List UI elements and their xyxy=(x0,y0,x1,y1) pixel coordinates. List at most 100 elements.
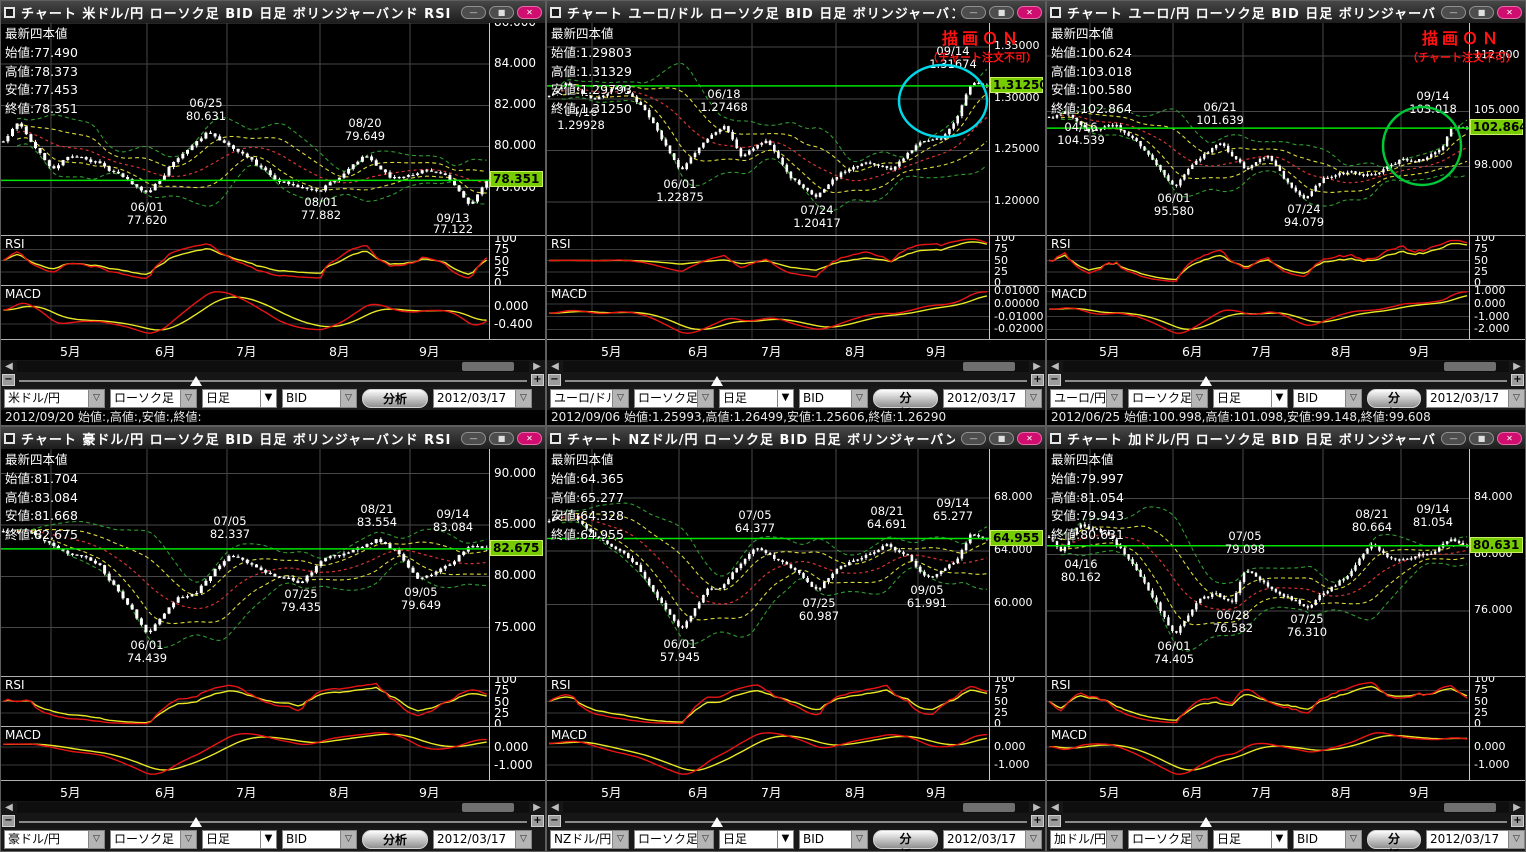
chevron-down-icon[interactable]: ▽ xyxy=(697,389,714,408)
bid-ask-select[interactable]: BID ▽ xyxy=(282,830,357,849)
zoom-slider[interactable]: − + xyxy=(1047,814,1525,828)
zoom-slider[interactable]: − + xyxy=(1,814,545,828)
maximize-button[interactable]: ■ xyxy=(989,431,1014,445)
bid-ask-select[interactable]: BID ▽ xyxy=(282,389,357,408)
minimize-button[interactable]: — xyxy=(1441,5,1466,19)
date-select[interactable]: 2012/03/17 ▽ xyxy=(433,389,533,408)
candlestick-chart[interactable]: 07/05 82.337 08/21 83.554 09/14 83.084 07/25 79… xyxy=(1,449,489,676)
zoom-in-button[interactable]: + xyxy=(1031,374,1044,386)
candlestick-chart[interactable]: 07/05 64.377 08/21 64.691 09/14 65.277 07/25 60… xyxy=(547,449,989,676)
slider-thumb[interactable] xyxy=(710,375,723,386)
pair-select[interactable]: 豪ドル/円 ▽ xyxy=(4,830,105,849)
chevron-down-icon[interactable]: ▽ xyxy=(1025,389,1042,408)
slider-track[interactable] xyxy=(17,374,529,387)
chart-style-select[interactable]: ローソク足 ▽ xyxy=(1128,389,1208,408)
zoom-out-button[interactable]: − xyxy=(2,374,15,386)
chevron-down-icon[interactable]: ▽ xyxy=(180,389,197,408)
scroll-left-arrow[interactable]: ◀ xyxy=(5,802,13,813)
bid-ask-select[interactable]: BID ▽ xyxy=(1293,830,1362,849)
chevron-down-icon[interactable]: ▼ xyxy=(1271,389,1288,408)
maximize-button[interactable]: ■ xyxy=(989,5,1014,19)
chevron-down-icon[interactable]: ▽ xyxy=(1025,830,1042,849)
chevron-down-icon[interactable]: ▽ xyxy=(515,389,533,408)
scroll-thumb[interactable] xyxy=(461,803,514,812)
minimize-button[interactable]: — xyxy=(461,431,486,445)
slider-track[interactable] xyxy=(1063,815,1509,828)
scroll-left-arrow[interactable]: ◀ xyxy=(1051,361,1059,372)
candlestick-chart[interactable]: 04/16 80.162 07/05 79.098 08/21 80.664 09/14 81… xyxy=(1047,449,1469,676)
scroll-left-arrow[interactable]: ◀ xyxy=(551,802,559,813)
zoom-slider[interactable]: − + xyxy=(547,373,1045,387)
chart-scrollbar[interactable]: ◀ ▶ xyxy=(1047,358,1525,373)
chevron-down-icon[interactable]: ▽ xyxy=(851,830,868,849)
chart-scrollbar[interactable]: ◀ ▶ xyxy=(1,358,545,373)
chevron-down-icon[interactable]: ▼ xyxy=(1271,830,1288,849)
period-select[interactable]: 日足 ▼ xyxy=(1213,389,1288,408)
window-titlebar[interactable]: チャート ユーロ/ドル ローソク足 BID 日足 ボリンジャーバンド RSI M… xyxy=(547,1,1045,23)
window-titlebar[interactable]: チャート 豪ドル/円 ローソク足 BID 日足 ボリンジャーバンド RSI MA… xyxy=(1,427,545,449)
scroll-left-arrow[interactable]: ◀ xyxy=(551,361,559,372)
close-button[interactable]: ✕ xyxy=(1017,5,1042,19)
chart-scrollbar[interactable]: ◀ ▶ xyxy=(1,799,545,814)
zoom-in-button[interactable]: + xyxy=(1511,374,1524,386)
date-select[interactable]: 2012/03/17 ▽ xyxy=(433,830,533,849)
analyze-button[interactable]: 分析 xyxy=(873,389,938,421)
chart-scrollbar[interactable]: ◀ ▶ xyxy=(547,799,1045,814)
scroll-right-arrow[interactable]: ▶ xyxy=(1033,802,1041,813)
maximize-button[interactable]: ■ xyxy=(489,431,514,445)
chart-scrollbar[interactable]: ◀ ▶ xyxy=(1047,799,1525,814)
date-select[interactable]: 2012/03/17 ▽ xyxy=(1426,389,1525,408)
chevron-down-icon[interactable]: ▽ xyxy=(1345,830,1362,849)
pair-select[interactable]: 米ドル/円 ▽ xyxy=(4,389,105,408)
zoom-in-button[interactable]: + xyxy=(1031,815,1044,827)
maximize-button[interactable]: ■ xyxy=(1469,5,1494,19)
date-select[interactable]: 2012/03/17 ▽ xyxy=(1426,830,1525,849)
analyze-button[interactable]: 分析 xyxy=(1367,389,1422,421)
maximize-button[interactable]: ■ xyxy=(1469,431,1494,445)
chevron-down-icon[interactable]: ▽ xyxy=(1106,830,1123,849)
slider-thumb[interactable] xyxy=(710,816,723,827)
chevron-down-icon[interactable]: ▽ xyxy=(88,389,105,408)
chart-style-select[interactable]: ローソク足 ▽ xyxy=(1128,830,1208,849)
scroll-thumb[interactable] xyxy=(461,362,514,371)
chevron-down-icon[interactable]: ▽ xyxy=(1106,389,1123,408)
chevron-down-icon[interactable]: ▽ xyxy=(340,830,357,849)
period-select[interactable]: 日足 ▼ xyxy=(202,830,277,849)
close-button[interactable]: ✕ xyxy=(1497,5,1522,19)
scroll-right-arrow[interactable]: ▶ xyxy=(1513,802,1521,813)
candlestick-chart[interactable]: 04/16 104.539 06/21 101.639 06/01 95.580 07/24… xyxy=(1047,23,1469,235)
analyze-button[interactable]: 分析 xyxy=(362,830,429,849)
scroll-track[interactable] xyxy=(17,802,529,813)
scroll-right-arrow[interactable]: ▶ xyxy=(533,361,541,372)
chart-style-select[interactable]: ローソク足 ▽ xyxy=(110,830,197,849)
period-select[interactable]: 日足 ▼ xyxy=(1213,830,1288,849)
close-button[interactable]: ✕ xyxy=(1497,431,1522,445)
chevron-down-icon[interactable]: ▽ xyxy=(1191,389,1208,408)
zoom-out-button[interactable]: − xyxy=(548,815,561,827)
close-button[interactable]: ✕ xyxy=(1017,431,1042,445)
chart-style-select[interactable]: ローソク足 ▽ xyxy=(634,389,714,408)
chart-style-select[interactable]: ローソク足 ▽ xyxy=(110,389,197,408)
maximize-button[interactable]: ■ xyxy=(489,5,514,19)
minimize-button[interactable]: — xyxy=(1441,431,1466,445)
chevron-down-icon[interactable]: ▽ xyxy=(851,389,868,408)
chevron-down-icon[interactable]: ▽ xyxy=(1345,389,1362,408)
candlestick-chart[interactable]: 06/25 80.631 08/20 79.649 06/01 77.620 08/01 77… xyxy=(1,23,489,235)
chevron-down-icon[interactable]: ▽ xyxy=(180,830,197,849)
scroll-right-arrow[interactable]: ▶ xyxy=(1033,361,1041,372)
pair-select[interactable]: ユーロ/ドル ▽ xyxy=(550,389,629,408)
scroll-track[interactable] xyxy=(563,802,1029,813)
analyze-button[interactable]: 分析 xyxy=(362,389,429,408)
analyze-button[interactable]: 分析 xyxy=(1367,830,1422,851)
chevron-down-icon[interactable]: ▼ xyxy=(260,389,277,408)
chevron-down-icon[interactable]: ▽ xyxy=(515,830,533,849)
scroll-track[interactable] xyxy=(1063,802,1509,813)
slider-thumb[interactable] xyxy=(190,816,203,827)
zoom-slider[interactable]: − + xyxy=(1047,373,1525,387)
slider-thumb[interactable] xyxy=(1199,816,1212,827)
pair-select[interactable]: NZドル/円 ▽ xyxy=(550,830,629,849)
chevron-down-icon[interactable]: ▽ xyxy=(1508,389,1525,408)
chevron-down-icon[interactable]: ▽ xyxy=(88,830,105,849)
chart-style-select[interactable]: ローソク足 ▽ xyxy=(634,830,714,849)
scroll-right-arrow[interactable]: ▶ xyxy=(1513,361,1521,372)
